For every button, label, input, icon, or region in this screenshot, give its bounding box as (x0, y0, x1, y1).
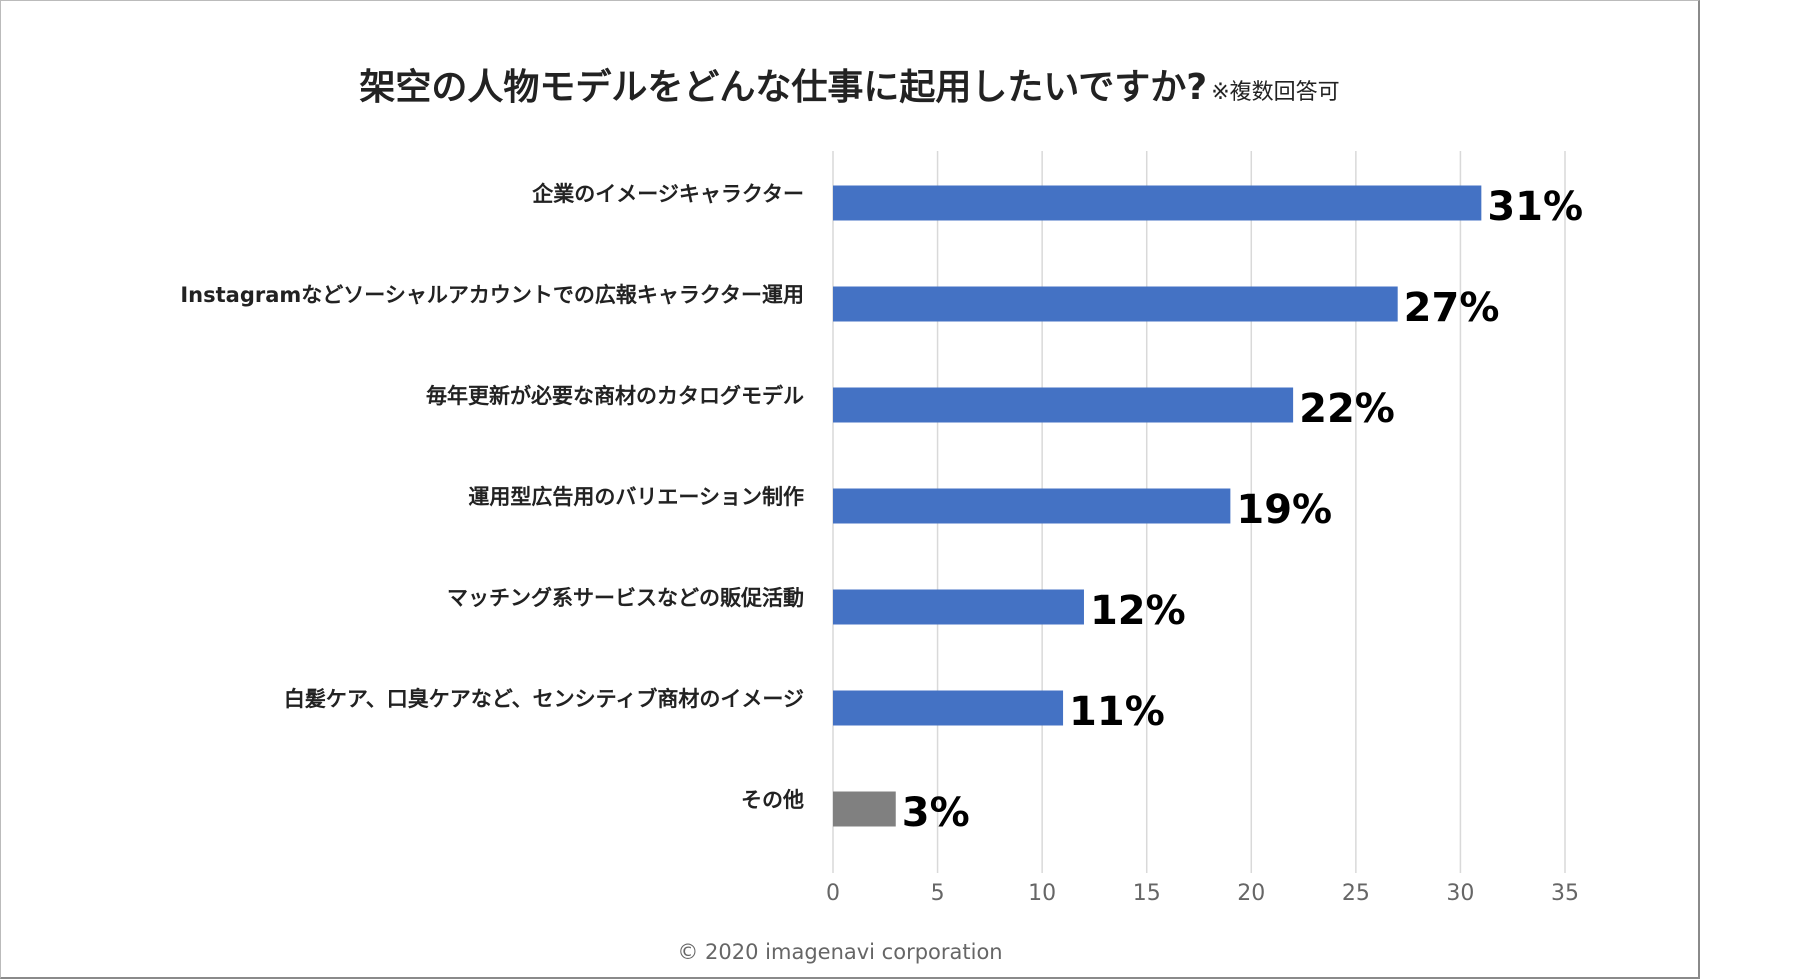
bar (833, 185, 1482, 221)
copyright: © 2020 imagenavi corporation (677, 940, 1003, 964)
data-label: 31% (1487, 184, 1583, 230)
data-label: 19% (1236, 487, 1332, 533)
data-label: 11% (1069, 689, 1165, 735)
category-label: 白髪ケア、口臭ケアなど、センシティブ商材のイメージ (284, 687, 804, 711)
chart-title: 架空の人物モデルをどんな仕事に起用したいですか? ※複数回答可 (0, 58, 1699, 110)
data-label: 3% (902, 790, 970, 836)
x-tick-label: 10 (1028, 881, 1056, 906)
bar (833, 690, 1064, 726)
bar (833, 387, 1294, 423)
data-label: 27% (1404, 285, 1500, 331)
bar (833, 791, 896, 827)
x-tick-label: 30 (1446, 881, 1474, 906)
bar (833, 488, 1231, 524)
category-label: 毎年更新が必要な商材のカタログモデル (426, 384, 804, 408)
category-label: 企業のイメージキャラクター (531, 182, 804, 206)
x-tick-label: 5 (931, 881, 945, 906)
x-tick-label: 15 (1133, 881, 1161, 906)
data-label: 22% (1299, 386, 1395, 432)
x-tick-label: 0 (826, 881, 840, 906)
category-label: Instagramなどソーシャルアカウントでの広報キャラクター運用 (180, 283, 804, 307)
chart-subtitle: ※複数回答可 (1211, 80, 1340, 105)
category-label: その他 (741, 788, 804, 812)
bar (833, 589, 1084, 625)
category-label: マッチング系サービスなどの販促活動 (447, 586, 804, 610)
x-tick-label: 25 (1342, 881, 1370, 906)
category-label: 運用型広告用のバリエーション制作 (468, 485, 804, 509)
bar (833, 286, 1398, 322)
chart-title-main: 架空の人物モデルをどんな仕事に起用したいですか? (359, 67, 1208, 108)
data-label: 12% (1090, 588, 1186, 634)
x-tick-label: 35 (1551, 881, 1579, 906)
x-tick-label: 20 (1237, 881, 1265, 906)
